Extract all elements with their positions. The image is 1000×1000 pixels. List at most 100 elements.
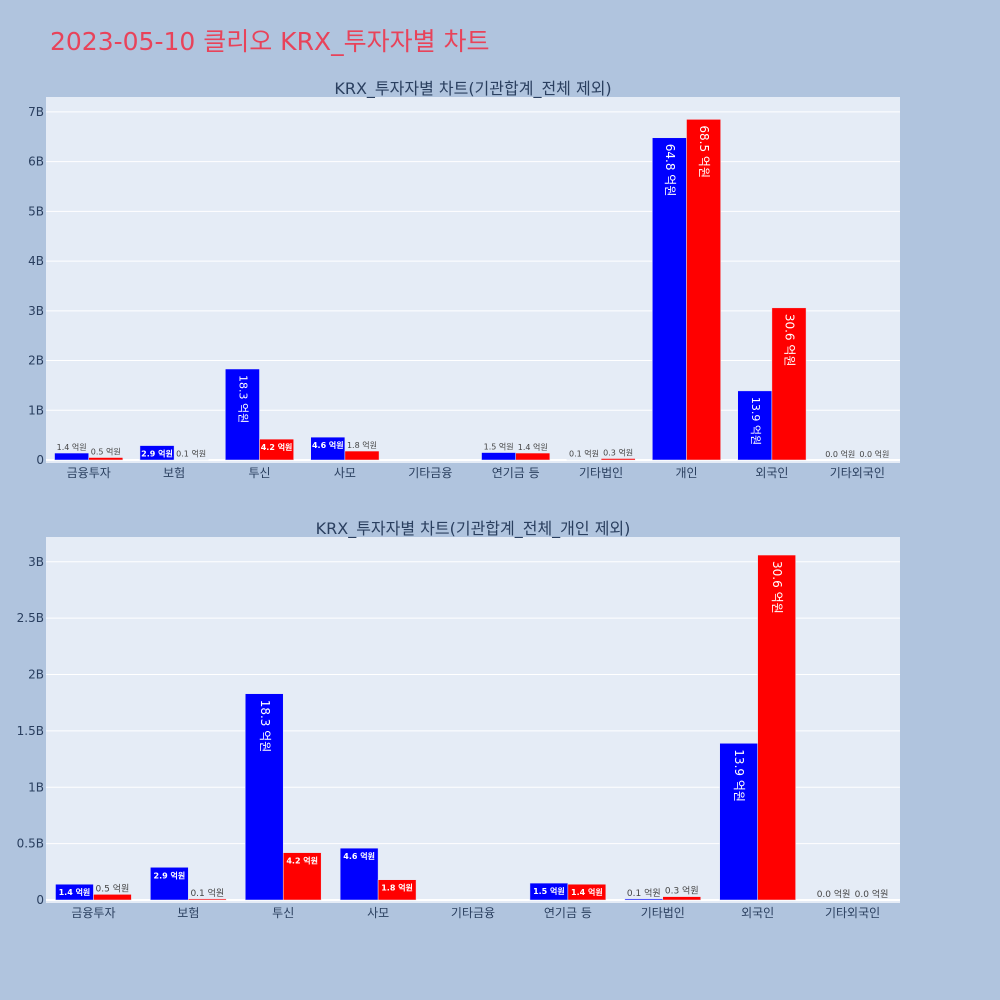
data-label: 1.5 억원 [484, 442, 514, 452]
data-label: 1.4 억원 [59, 887, 91, 897]
x-tick-label: 금융투자 [71, 906, 115, 920]
bar [88, 457, 124, 461]
x-tick-label: 투신 [272, 906, 294, 920]
x-tick-label: 투신 [248, 466, 270, 480]
x-tick-label: 사모 [367, 906, 389, 920]
x-tick-label: 사모 [334, 466, 356, 480]
x-tick-label: 연기금 등 [544, 906, 592, 920]
data-label: 4.6 억원 [312, 440, 344, 450]
chart-top: 0 1B 2B 3B 4B 5B 6B 7B KRX_투자자별 차트(기관합계_전체 제외) 금융… [28, 79, 900, 480]
bar [245, 693, 284, 901]
data-label: 4.2 억원 [286, 856, 318, 866]
y-tick-label: 0 [36, 893, 44, 907]
page-title: 2023-05-10 클리오 KRX_투자자별 차트 [50, 27, 490, 56]
x-tick-label: 기타외국인 [825, 906, 880, 920]
x-tick-label: 연기금 등 [492, 466, 540, 480]
chart-title: KRX_투자자별 차트(기관합계_전체 제외) [334, 79, 611, 99]
bar [259, 438, 294, 461]
data-label: 1.8 억원 [347, 440, 377, 450]
data-label: 4.6 억원 [343, 851, 375, 861]
bar [600, 458, 636, 461]
bar [55, 883, 94, 901]
data-label: 0.3 억원 [603, 448, 633, 458]
data-label: 2.9 억원 [154, 870, 186, 880]
x-tick-label: 외국인 [741, 906, 774, 920]
bar [310, 436, 346, 461]
data-label: 13.9 억원 [749, 397, 762, 445]
bar [686, 119, 721, 461]
bar [737, 390, 773, 461]
x-tick-label: 개인 [675, 466, 697, 480]
x-tick-label: 기타법인 [641, 906, 685, 920]
bar [567, 883, 607, 901]
bar [757, 554, 796, 901]
data-label: 0.0 억원 [825, 449, 855, 459]
data-label: 30.6 억원 [770, 561, 784, 614]
y-tick-label: 1B [28, 403, 44, 417]
x-tick-label: 외국인 [755, 466, 788, 480]
data-label: 0.0 억원 [817, 888, 851, 900]
data-label: 1.4 억원 [57, 442, 87, 452]
data-label: 64.8 억원 [663, 144, 677, 197]
bar [139, 445, 175, 461]
bar [225, 368, 260, 461]
data-label: 0.1 억원 [176, 449, 206, 459]
bar [515, 452, 551, 461]
bar [339, 847, 379, 901]
bar [150, 867, 189, 901]
data-label: 68.5 억원 [697, 125, 711, 178]
data-label: 4.2 억원 [261, 442, 293, 452]
chart-title: KRX_투자자별 차트(기관합계_전체_개인 제외) [316, 519, 631, 539]
data-label: 18.3 억원 [258, 700, 272, 753]
x-tick-label: 기타외국인 [830, 466, 885, 480]
x-tick-label: 기타금융 [408, 466, 452, 480]
data-label: 0.0 억원 [859, 449, 889, 459]
y-tick-label: 3B [28, 304, 44, 318]
data-label: 13.9 억원 [732, 749, 746, 802]
y-tick-label: 6B [28, 155, 44, 169]
data-label: 0.3 억원 [665, 885, 699, 897]
data-label: 0.5 억원 [91, 447, 121, 457]
bar [771, 307, 807, 461]
data-label: 0.0 억원 [855, 888, 889, 900]
bar [377, 879, 417, 901]
bar [481, 452, 516, 461]
x-tick-label: 금융투자 [67, 466, 111, 480]
y-tick-label: 5B [28, 204, 44, 218]
data-label: 1.8 억원 [381, 883, 413, 893]
x-tick-label: 기타법인 [579, 466, 623, 480]
bar [282, 852, 322, 901]
bar [54, 452, 89, 461]
y-tick-label: 1B [28, 780, 44, 794]
y-tick-label: 3B [28, 555, 44, 569]
data-label: 1.4 억원 [571, 887, 603, 897]
data-label: 18.3 억원 [236, 375, 249, 423]
y-tick-label: 2.5B [17, 611, 44, 625]
data-label: 0.1 억원 [627, 887, 661, 899]
y-tick-label: 0.5B [17, 837, 44, 851]
data-label: 2.9 억원 [141, 449, 173, 459]
y-tick-label: 2B [28, 354, 44, 368]
x-tick-label: 보험 [163, 466, 185, 480]
data-label: 0.1 억원 [569, 449, 599, 459]
chart-bottom: 0 0.5B 1B 1.5B 2B 2.5B 3B KRX_투자자별 차트(기관합계_전체_개… [17, 519, 900, 920]
bar [624, 898, 664, 901]
bar [188, 898, 227, 901]
bar [662, 896, 701, 901]
x-tick-label: 기타금융 [451, 906, 495, 920]
y-tick-label: 7B [28, 105, 44, 119]
bar [344, 450, 380, 461]
y-tick-label: 4B [28, 254, 44, 268]
bar [93, 894, 132, 901]
data-label: 0.5 억원 [96, 882, 130, 894]
data-label: 30.6 억원 [782, 314, 796, 367]
x-tick-label: 보험 [177, 906, 199, 920]
y-tick-label: 1.5B [17, 724, 44, 738]
y-tick-label: 0 [36, 453, 44, 467]
y-tick-label: 2B [28, 668, 44, 682]
data-label: 1.5 억원 [533, 886, 565, 896]
bar [652, 137, 687, 461]
data-label: 0.1 억원 [190, 887, 224, 899]
data-label: 1.4 억원 [518, 442, 548, 452]
